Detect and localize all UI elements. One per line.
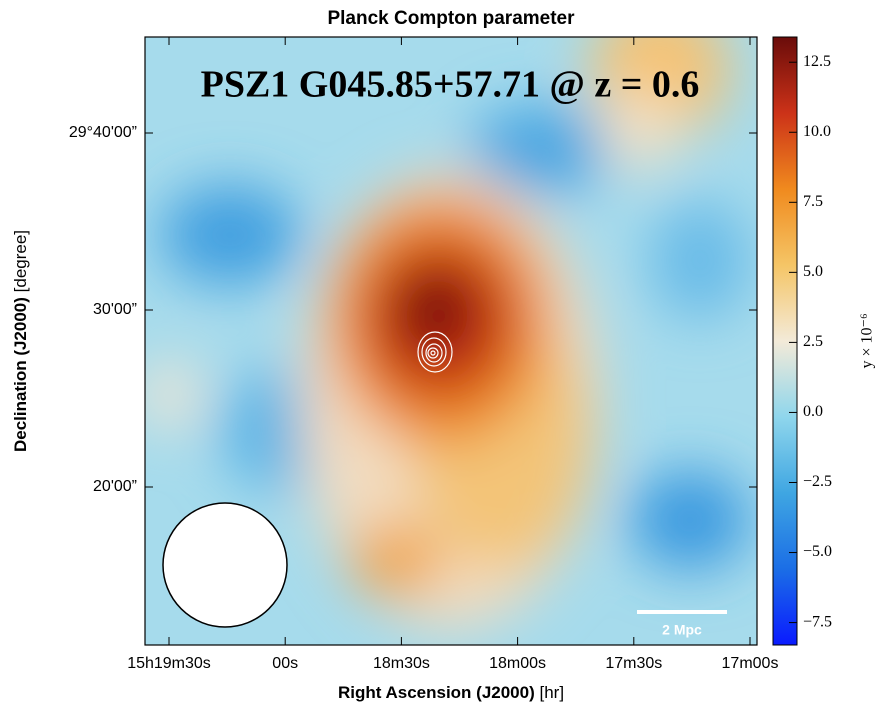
beam <box>163 503 287 627</box>
colorbar-tick-label: 7.5 <box>803 193 823 210</box>
y-tick-label: 29°40'00” <box>69 124 137 141</box>
chart-title: Planck Compton parameter <box>327 8 575 29</box>
annotation: PSZ1 G045.85+57.71 @ z = 0.6 <box>201 64 700 106</box>
x-tick-label: 18m30s <box>373 655 430 672</box>
x-tick-label: 17m00s <box>722 655 779 672</box>
colorbar-tick-label: −5.0 <box>803 543 832 560</box>
colorbar-tick-label: −7.5 <box>803 613 832 630</box>
y-unit: [degree] <box>11 230 30 292</box>
colorbar-tick-label: 5.0 <box>803 263 823 280</box>
colorbar-tick-label: 10.0 <box>803 123 831 140</box>
colorbar-tick-label: 2.5 <box>803 333 823 350</box>
x-tick-label: 00s <box>272 655 298 672</box>
x-axis-label: Right Ascension (J2000) [hr] <box>338 683 564 702</box>
page: {"chart_data": {"type": "image", "title"… <box>0 0 886 714</box>
x-tick-label: 15h19m30s <box>127 655 211 672</box>
colorbar-label: y × 10⁻⁶ <box>859 313 876 368</box>
chart: 2 Mpc Planck Compton parameter PSZ1 G045… <box>0 0 886 709</box>
x-label: Right Ascension (J2000) <box>338 683 535 702</box>
colorbar-tick-label: −2.5 <box>803 473 832 490</box>
scale-bar-label: 2 Mpc <box>662 622 702 638</box>
colorbar-tick-label: 12.5 <box>803 53 831 70</box>
colorbar-tick-label: 0.0 <box>803 403 823 420</box>
y-label: Declination (J2000) <box>11 297 30 452</box>
y-tick-label: 30'00” <box>93 301 137 318</box>
x-unit: [hr] <box>539 683 564 702</box>
colorbar <box>773 37 797 645</box>
y-tick-label: 20'00” <box>93 478 137 495</box>
x-tick-label: 18m00s <box>489 655 546 672</box>
x-tick-label: 17m30s <box>605 655 662 672</box>
y-axis-label: Declination (J2000) [degree] <box>11 230 30 452</box>
